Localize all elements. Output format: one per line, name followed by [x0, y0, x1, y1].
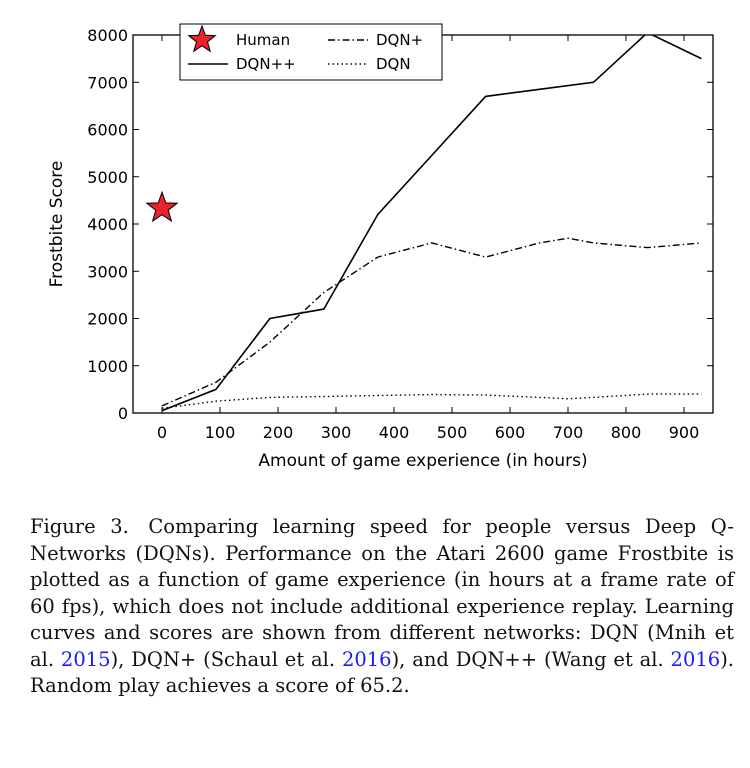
plot-frame: [132, 34, 714, 414]
citation-link-schaul[interactable]: 2016: [341, 647, 392, 671]
legend: Human DQN+ DQN++ DQN: [179, 23, 443, 81]
legend-label-dqnplus: DQN+: [376, 31, 423, 49]
legend-swatch-human: [187, 24, 217, 53]
y-tick-label: 0: [118, 404, 128, 423]
x-tick-label: 500: [437, 423, 468, 442]
x-tick-label: 100: [205, 423, 236, 442]
x-tick-label: 300: [321, 423, 352, 442]
series-line-dqnplusplus: [161, 35, 702, 412]
y-tick-label: 7000: [87, 73, 128, 92]
y-tick-label: 6000: [87, 121, 128, 140]
y-tick-label: 8000: [87, 26, 128, 45]
x-tick-label: 600: [495, 423, 526, 442]
legend-label-dqn: DQN: [376, 55, 411, 73]
series-line-dqn: [161, 393, 702, 409]
x-tick-label: 800: [611, 423, 642, 442]
figure-caption: Figure 3. Comparing learning speed for p…: [30, 514, 734, 700]
legend-label-dqnplusplus: DQN++: [236, 55, 296, 73]
y-axis-label: Frostbite Score: [47, 161, 67, 288]
y-tick-label: 2000: [87, 310, 128, 329]
caption-text: Figure 3. Comparing learning speed for p…: [30, 515, 734, 671]
caption-text: ), and DQN++ (Wang et al.: [391, 647, 671, 671]
legend-label-human: Human: [236, 31, 290, 49]
caption-text: ). Random play achieves a score of 65.2.: [30, 647, 734, 698]
human-score-star-marker: [145, 190, 179, 223]
series-line-dqnplus: [161, 237, 702, 407]
y-tick-label: 4000: [87, 215, 128, 234]
x-tick-label: 900: [669, 423, 700, 442]
y-tick-label: 5000: [87, 168, 128, 187]
x-axis-label: Amount of game experience (in hours): [258, 451, 587, 471]
x-tick-label: 400: [379, 423, 410, 442]
citation-link-wang[interactable]: 2016: [670, 647, 721, 671]
caption-text: ), DQN+ (Schaul et al.: [110, 647, 342, 671]
x-tick-label: 0: [157, 423, 167, 442]
legend-box: [179, 23, 443, 81]
frostbite-chart: 0 100 200 300 400 500 600 700 800 900 0 1000 2000 300…: [47, 23, 714, 471]
x-tick-label: 700: [553, 423, 584, 442]
citation-link-mnih[interactable]: 2015: [60, 647, 111, 671]
y-tick-label: 1000: [87, 357, 128, 376]
y-tick-label: 3000: [87, 262, 128, 281]
x-tick-label: 200: [263, 423, 294, 442]
